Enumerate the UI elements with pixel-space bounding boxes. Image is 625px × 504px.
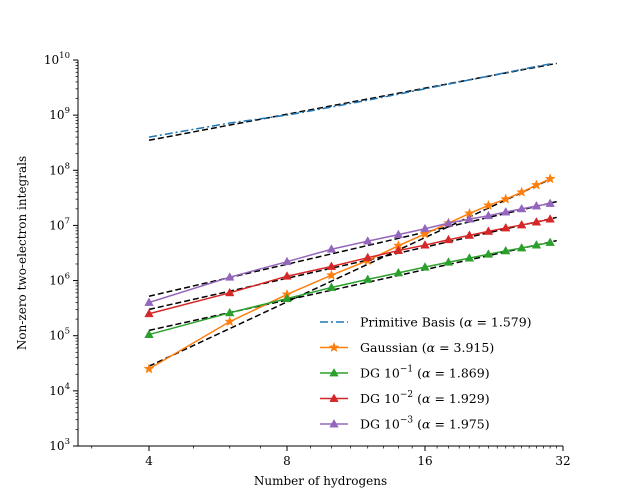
- legend-entry: Primitive Basis (α = 1.579): [320, 315, 532, 330]
- legend-entry: DG 10−1 (α = 1.869): [320, 365, 490, 381]
- legend-label: Primitive Basis (α = 1.579): [360, 315, 532, 330]
- y-tick-label: 1010: [44, 51, 70, 67]
- data-point-marker: [420, 240, 430, 249]
- data-point-marker: [516, 186, 528, 197]
- data-point-marker: [419, 228, 431, 239]
- data-point-marker: [225, 307, 235, 317]
- data-point-marker: [224, 315, 236, 327]
- legend-entry: DG 10−3 (α = 1.975): [320, 416, 490, 432]
- data-point-marker: [443, 218, 454, 227]
- y-tick-label: 104: [49, 382, 70, 398]
- data-point-marker: [329, 418, 339, 428]
- data-point-marker: [282, 293, 292, 303]
- data-point-marker: [326, 244, 337, 253]
- legend-entry: Gaussian (α = 3.915): [320, 340, 494, 355]
- series-4: [144, 198, 555, 306]
- data-point-marker: [282, 256, 292, 266]
- x-axis-label: Number of hydrogens: [254, 474, 387, 488]
- data-point-marker: [464, 214, 475, 223]
- legend-label: DG 10−1 (α = 1.869): [360, 365, 490, 381]
- data-point-marker: [443, 234, 454, 244]
- legend-label: Gaussian (α = 3.915): [360, 340, 494, 355]
- series-layer: [143, 63, 556, 374]
- series-2: [144, 237, 555, 338]
- y-tick-label: 106: [49, 272, 70, 288]
- data-point-marker: [516, 203, 527, 213]
- data-point-marker: [326, 261, 337, 270]
- data-point-marker: [464, 253, 475, 262]
- x-tick-label: 8: [283, 454, 291, 468]
- x-tick-label: 32: [555, 454, 570, 468]
- data-point-marker: [393, 267, 404, 277]
- y-tick-label: 105: [49, 327, 70, 343]
- y-tick-label: 107: [49, 216, 70, 232]
- data-point-marker: [420, 223, 430, 233]
- data-point-marker: [363, 252, 373, 262]
- data-point-marker: [545, 198, 555, 207]
- data-point-marker: [531, 200, 542, 210]
- data-point-marker: [501, 245, 511, 255]
- series-line: [148, 63, 551, 138]
- data-point-marker: [545, 214, 555, 223]
- data-point-marker: [464, 230, 475, 239]
- fit-line: [148, 200, 557, 297]
- data-point-marker: [144, 329, 154, 338]
- y-tick-label: 108: [49, 161, 70, 177]
- data-point-marker: [326, 269, 337, 280]
- x-tick-label: 4: [145, 454, 153, 468]
- data-point-marker: [545, 237, 555, 246]
- data-point-marker: [329, 367, 339, 377]
- data-point-marker: [225, 287, 235, 297]
- series-3: [144, 214, 555, 318]
- data-point-marker: [443, 257, 454, 266]
- data-point-marker: [531, 179, 542, 190]
- data-point-marker: [329, 393, 339, 402]
- data-point-marker: [225, 272, 235, 281]
- data-point-marker: [326, 282, 337, 291]
- series-line: [148, 178, 551, 370]
- y-tick-label: 109: [49, 106, 70, 122]
- y-tick-label: 103: [49, 437, 70, 453]
- data-point-marker: [516, 219, 527, 229]
- data-point-marker: [483, 210, 494, 220]
- data-point-marker: [531, 217, 542, 226]
- data-point-marker: [282, 271, 292, 280]
- data-point-marker: [363, 236, 373, 245]
- y-axis-label: Non-zero two-electron integrals: [15, 156, 29, 350]
- axes: 4 8 16 32 103 104 105 106 107 108 109 1010: [44, 51, 571, 468]
- legend-label: DG 10−2 (α = 1.929): [360, 390, 490, 406]
- data-point-marker: [483, 199, 494, 211]
- data-point-marker: [363, 274, 373, 283]
- data-point-marker: [393, 229, 404, 239]
- data-point-marker: [393, 245, 404, 254]
- data-point-marker: [501, 222, 511, 232]
- data-point-marker: [483, 226, 494, 235]
- data-point-marker: [328, 341, 340, 353]
- fit-line: [148, 62, 557, 142]
- data-point-marker: [531, 240, 542, 249]
- data-point-marker: [544, 173, 556, 184]
- data-point-marker: [143, 363, 155, 374]
- legend-entry: DG 10−2 (α = 1.929): [320, 390, 490, 406]
- series-0: [148, 63, 551, 138]
- data-point-marker: [483, 249, 494, 258]
- data-point-marker: [420, 262, 430, 271]
- data-point-marker: [144, 297, 154, 306]
- data-point-marker: [516, 242, 527, 252]
- fit-line: [148, 175, 557, 367]
- data-point-marker: [144, 308, 154, 318]
- x-tick-label: 16: [417, 454, 432, 468]
- legend-label: DG 10−3 (α = 1.975): [360, 416, 490, 432]
- data-point-marker: [501, 207, 511, 216]
- legend: Primitive Basis (α = 1.579) Gaussian (α =…: [320, 315, 532, 432]
- data-point-marker: [500, 193, 512, 204]
- fit-line: [148, 216, 557, 311]
